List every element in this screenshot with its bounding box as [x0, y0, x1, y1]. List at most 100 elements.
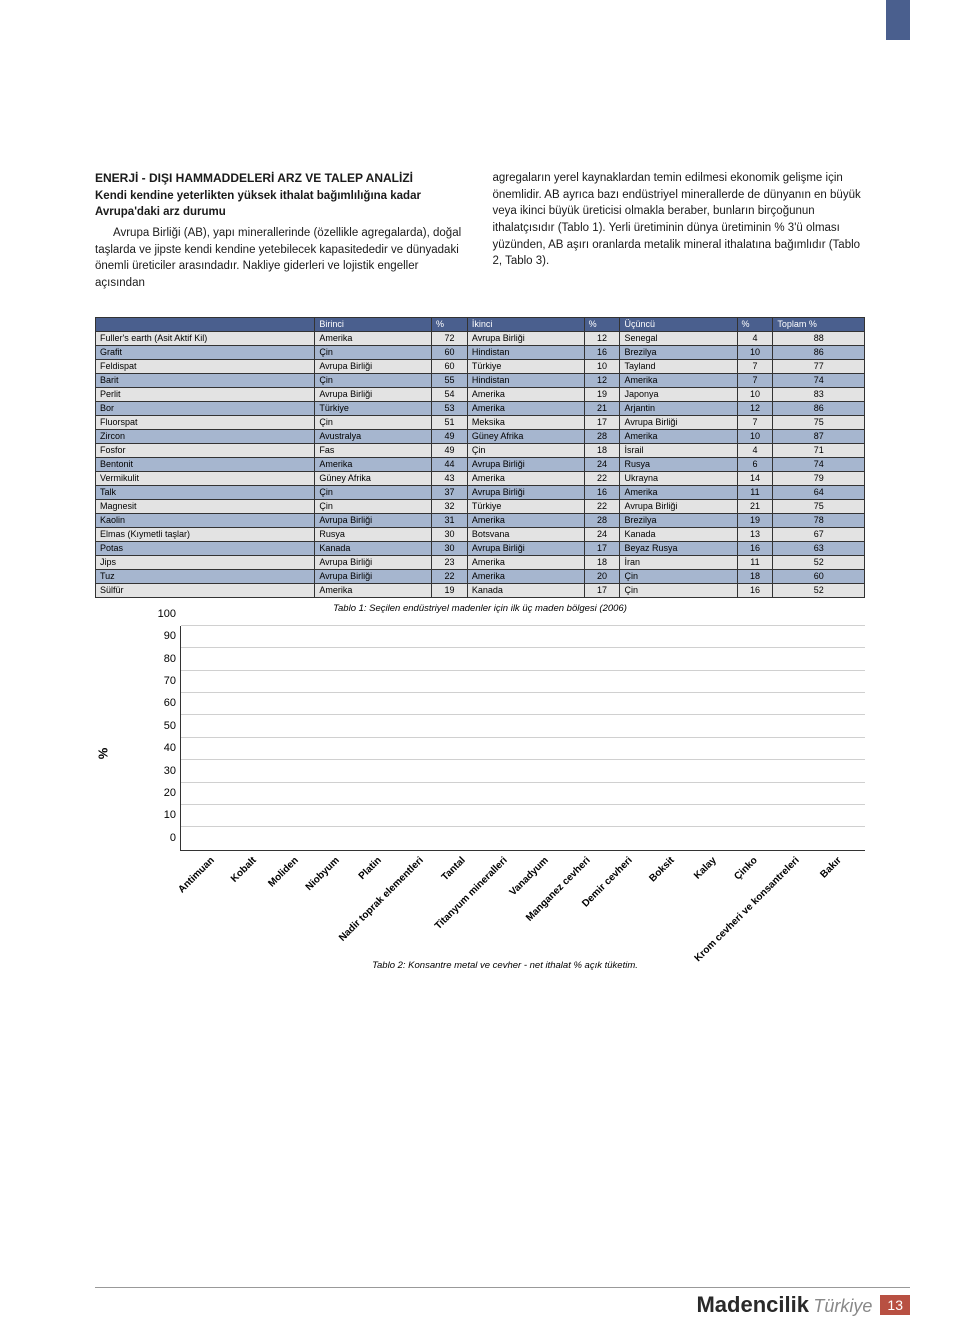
table-cell: 11: [737, 555, 773, 569]
table-cell: 6: [737, 457, 773, 471]
table-cell: 74: [773, 373, 865, 387]
table-cell: 53: [432, 401, 468, 415]
x-label: Moliden: [266, 855, 300, 889]
table-cell: 28: [584, 513, 620, 527]
table-row: KaolinAvrupa Birliği31Amerika28Brezilya1…: [96, 513, 865, 527]
table-cell: 16: [737, 583, 773, 597]
table-cell: Türkiye: [467, 359, 584, 373]
right-column: agregaların yerel kaynaklardan temin edi…: [493, 170, 866, 292]
table-cell: 72: [432, 331, 468, 345]
table-cell: Amerika: [315, 457, 432, 471]
table-cell: 32: [432, 499, 468, 513]
x-label: Bakır: [818, 855, 843, 880]
table-cell: 12: [584, 331, 620, 345]
table-cell: 52: [773, 583, 865, 597]
table-cell: Amerika: [315, 331, 432, 345]
table-cell: 7: [737, 359, 773, 373]
table-header: %: [584, 317, 620, 331]
table-cell: 54: [432, 387, 468, 401]
table-cell: 22: [584, 499, 620, 513]
data-table: Birinci%İkinci%Üçüncü%Toplam % Fuller's …: [95, 317, 865, 598]
table-cell: 12: [737, 401, 773, 415]
table-cell: 19: [432, 583, 468, 597]
table-cell: Çin: [315, 415, 432, 429]
table-header: Üçüncü: [620, 317, 737, 331]
table-cell: Senegal: [620, 331, 737, 345]
table-cell: Tayland: [620, 359, 737, 373]
bar-chart: % 0102030405060708090100 AntimuanKobaltM…: [95, 626, 865, 986]
page-footer: Madencilik Türkiye 13: [0, 1287, 960, 1318]
table-cell: Amerika: [467, 513, 584, 527]
table-header: %: [432, 317, 468, 331]
table-cell: 28: [584, 429, 620, 443]
x-label: Kobalt: [229, 855, 259, 885]
table-cell: 17: [584, 583, 620, 597]
x-label: Tantal: [439, 855, 467, 883]
table-cell: 19: [737, 513, 773, 527]
table-cell: Avrupa Birliği: [315, 555, 432, 569]
table-cell: İran: [620, 555, 737, 569]
table-cell: Fosfor: [96, 443, 315, 457]
table-cell: 30: [432, 527, 468, 541]
table-cell: Ukrayna: [620, 471, 737, 485]
table-header: Birinci: [315, 317, 432, 331]
section-subtitle: Kendi kendine yeterlikten yüksek ithalat…: [95, 190, 421, 219]
table-cell: Amerika: [620, 429, 737, 443]
table-cell: Jips: [96, 555, 315, 569]
table-cell: Amerika: [315, 583, 432, 597]
magazine-sub: Türkiye: [813, 1296, 872, 1316]
table-row: BorTürkiye53Amerika21Arjantin1286: [96, 401, 865, 415]
table-cell: Arjantin: [620, 401, 737, 415]
table-cell: 21: [737, 499, 773, 513]
table-cell: 4: [737, 331, 773, 345]
table-cell: 7: [737, 415, 773, 429]
table-cell: Avrupa Birliği: [315, 513, 432, 527]
table-cell: Kanada: [315, 541, 432, 555]
table-cell: Avrupa Birliği: [315, 569, 432, 583]
left-column: ENERJİ - DIŞI HAMMADDELERİ ARZ VE TALEP …: [95, 170, 468, 292]
table-row: SülfürAmerika19Kanada17Çin1652: [96, 583, 865, 597]
table-cell: 24: [584, 457, 620, 471]
page-number: 13: [880, 1295, 910, 1315]
table-cell: 10: [737, 387, 773, 401]
table-cell: Çin: [315, 485, 432, 499]
table-cell: Grafit: [96, 345, 315, 359]
table-cell: Sülfür: [96, 583, 315, 597]
table-cell: Barit: [96, 373, 315, 387]
table-cell: Bentonit: [96, 457, 315, 471]
table-cell: 22: [432, 569, 468, 583]
table-cell: Avustralya: [315, 429, 432, 443]
table-cell: 13: [737, 527, 773, 541]
table-cell: Bor: [96, 401, 315, 415]
table-cell: Tuz: [96, 569, 315, 583]
table-row: TalkÇin37Avrupa Birliği16Amerika1164: [96, 485, 865, 499]
table-cell: Rusya: [315, 527, 432, 541]
table-cell: İsrail: [620, 443, 737, 457]
table-cell: Beyaz Rusya: [620, 541, 737, 555]
table-row: FeldispatAvrupa Birliği60Türkiye10Taylan…: [96, 359, 865, 373]
table2-caption: Tablo 2: Konsantre metal ve cevher - net…: [145, 960, 865, 971]
table-cell: Türkiye: [315, 401, 432, 415]
table-row: FluorspatÇin51Meksika17Avrupa Birliği775: [96, 415, 865, 429]
table-cell: Avrupa Birliği: [467, 485, 584, 499]
para2: agregaların yerel kaynaklardan temin edi…: [493, 172, 861, 267]
table-cell: Avrupa Birliği: [467, 541, 584, 555]
accent-bar: [886, 0, 910, 40]
table-row: VermikulitGüney Afrika43Amerika22Ukrayna…: [96, 471, 865, 485]
table-row: ZirconAvustralya49Güney Afrika28Amerika1…: [96, 429, 865, 443]
table-cell: Çin: [620, 569, 737, 583]
table-cell: Türkiye: [467, 499, 584, 513]
table-cell: Avrupa Birliği: [620, 499, 737, 513]
table-cell: Güney Afrika: [315, 471, 432, 485]
table-row: GrafitÇin60Hindistan16Brezilya1086: [96, 345, 865, 359]
table-cell: Amerika: [467, 387, 584, 401]
table-cell: Avrupa Birliği: [315, 387, 432, 401]
table-cell: Çin: [620, 583, 737, 597]
table-cell: Hindistan: [467, 345, 584, 359]
table-cell: 63: [773, 541, 865, 555]
table-cell: 30: [432, 541, 468, 555]
table-cell: Rusya: [620, 457, 737, 471]
table-cell: 87: [773, 429, 865, 443]
table-cell: 74: [773, 457, 865, 471]
table-cell: 19: [584, 387, 620, 401]
